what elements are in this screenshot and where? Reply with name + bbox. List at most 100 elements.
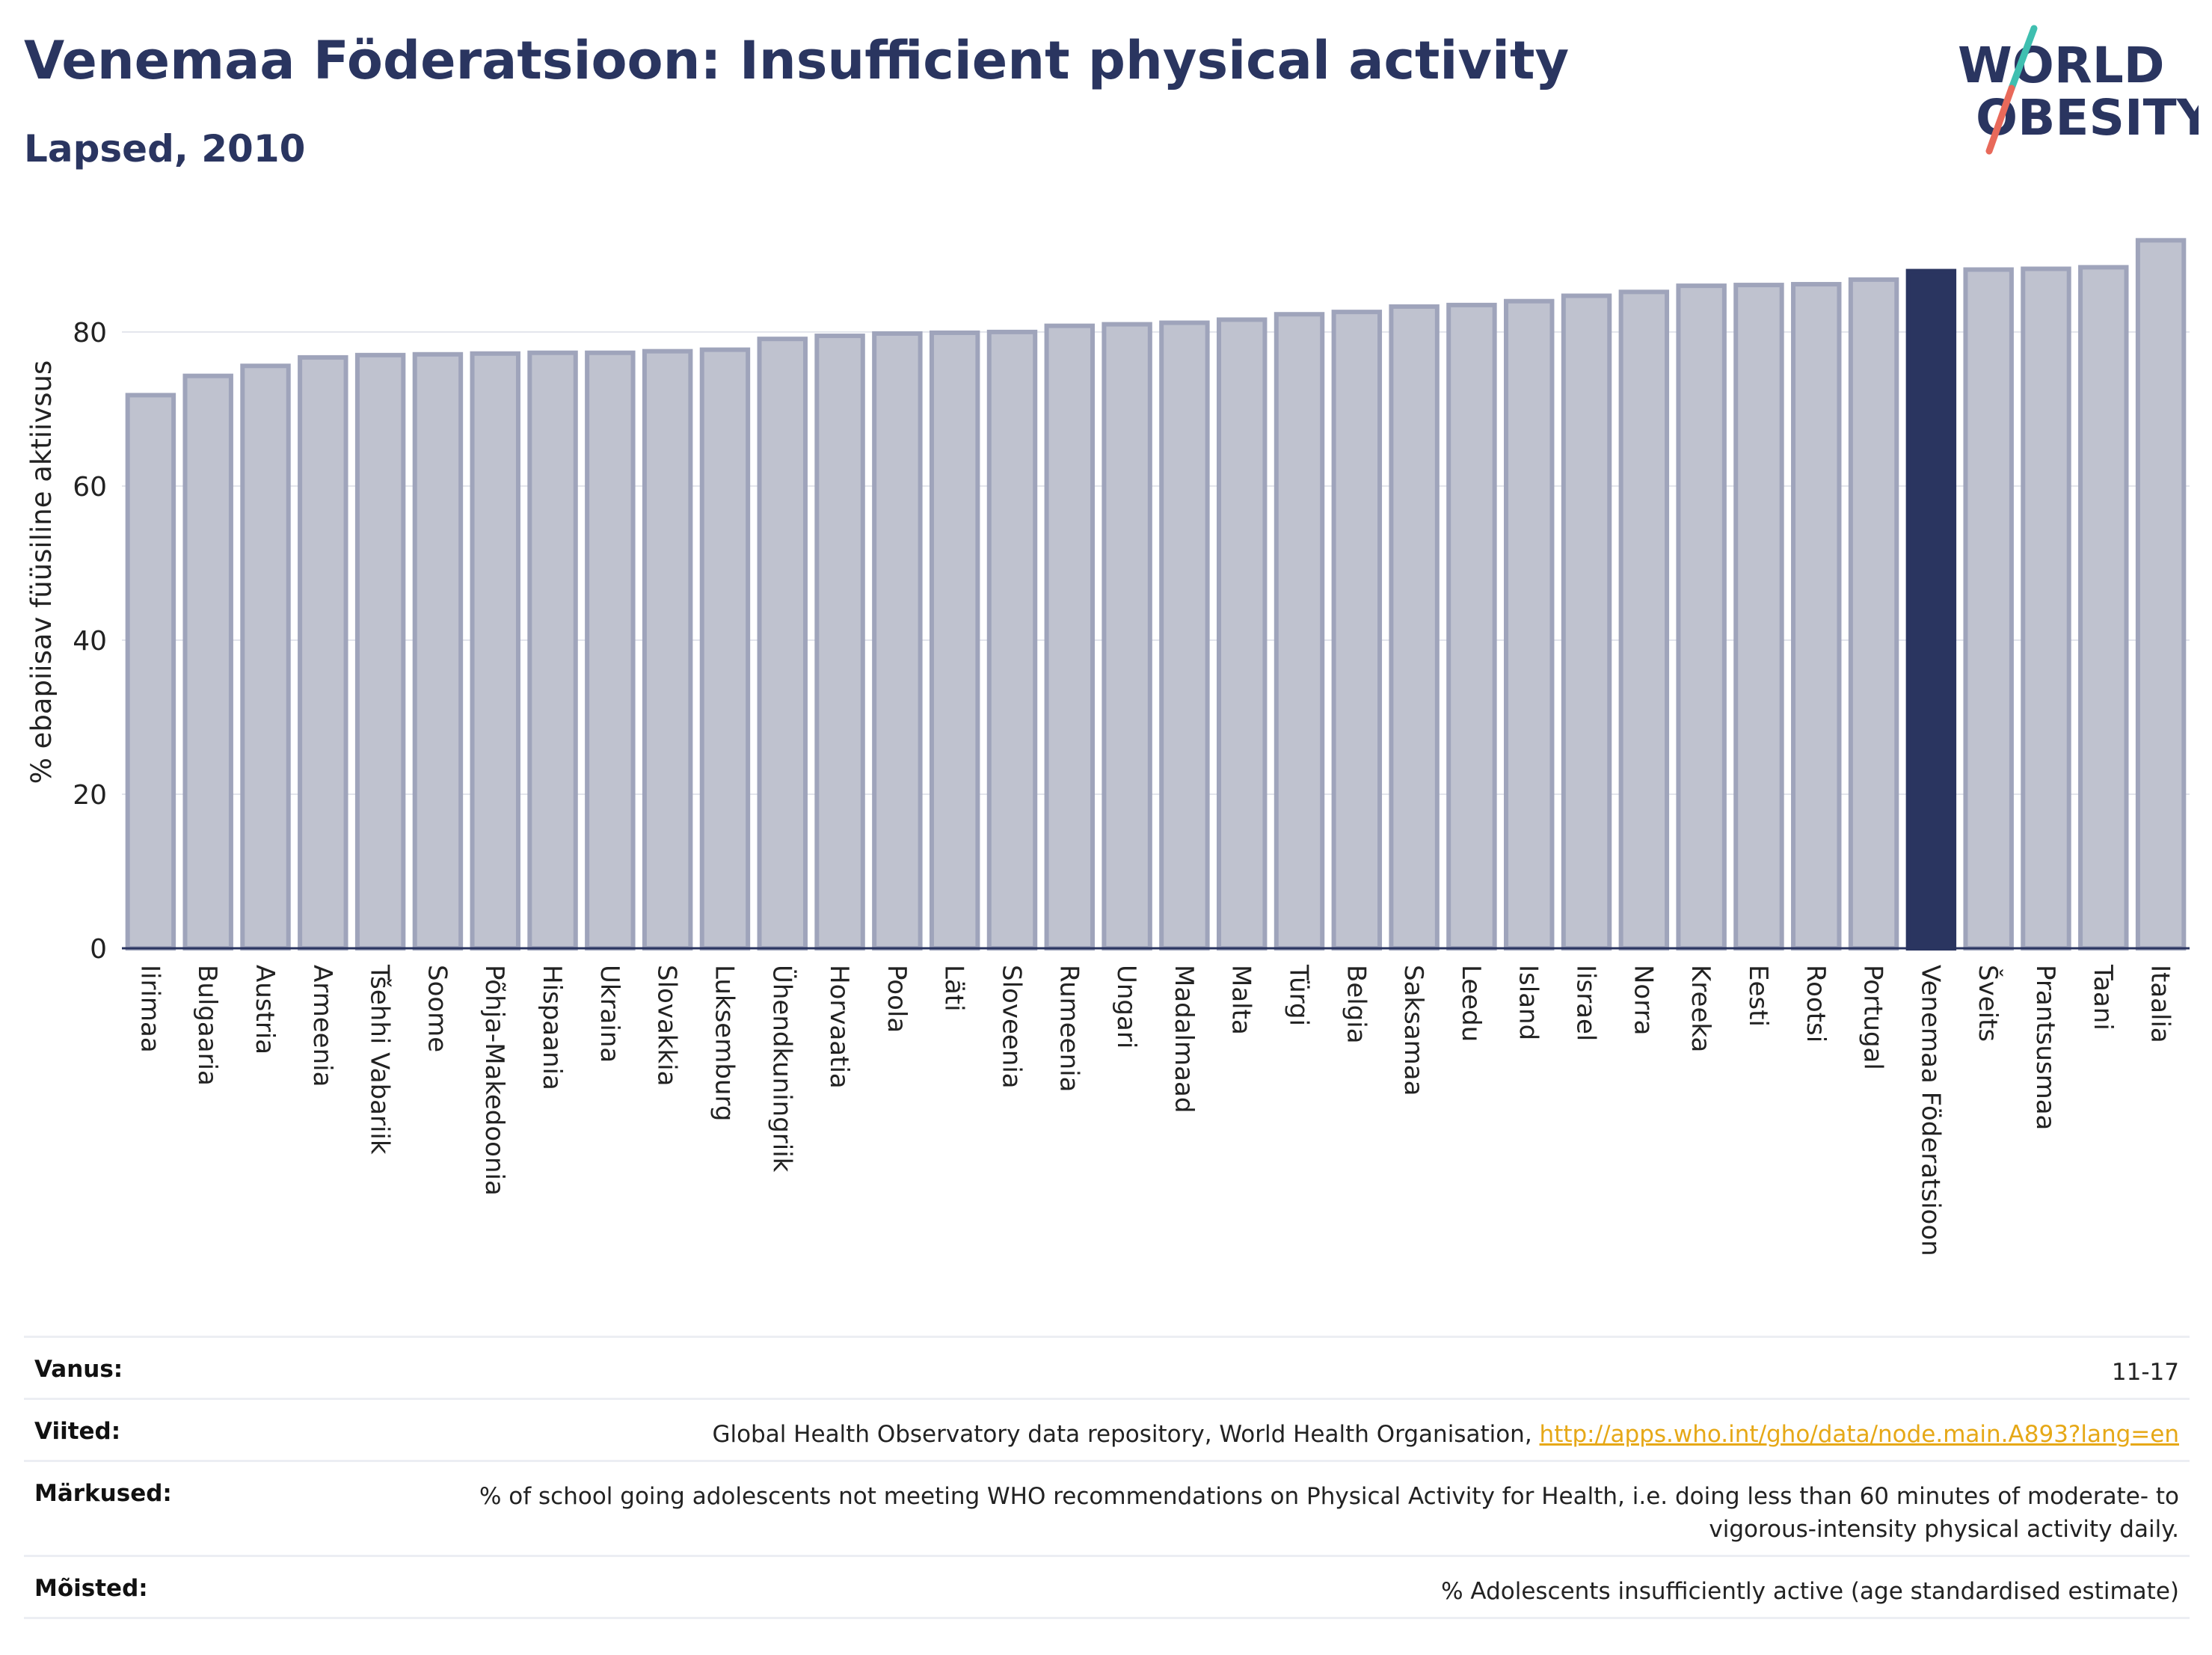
bar[interactable] xyxy=(2135,238,2187,951)
reference-link[interactable]: http://apps.who.int/gho/data/node.main.A… xyxy=(1539,1421,2179,1448)
y-tick-label: 60 xyxy=(73,472,107,503)
x-tick-label: Portugal xyxy=(1858,965,1888,1070)
x-tick-label: Rumeenia xyxy=(1054,965,1084,1092)
x-axis: Iirimaa Bulgaaria Austria Armeenia Tšehhi Va… xyxy=(122,947,2190,1256)
bar[interactable] xyxy=(986,329,1038,951)
x-tick-label: Prantsusmaa xyxy=(2030,965,2060,1130)
meta-value: 11-17 xyxy=(2111,1359,2179,1386)
bar[interactable] xyxy=(1618,289,1670,951)
x-tick-label: Sloveenia xyxy=(996,965,1026,1089)
bar[interactable] xyxy=(1733,283,1784,951)
bar[interactable] xyxy=(1446,302,1497,951)
bar[interactable] xyxy=(1791,282,1842,951)
meta-label: Märkused: xyxy=(34,1480,172,1507)
bar[interactable] xyxy=(757,337,808,951)
logo-line1: WORLD xyxy=(1958,37,2165,94)
bar[interactable] xyxy=(585,350,636,951)
bar[interactable] xyxy=(1504,298,1555,951)
x-tick-label: Läti xyxy=(939,965,969,1012)
x-tick-label: Venemaa Föderatsioon xyxy=(1915,965,1945,1256)
bar[interactable] xyxy=(1905,268,1957,951)
meta-value: Global Health Observatory data repositor… xyxy=(712,1418,2179,1451)
meta-label: Vanus: xyxy=(34,1356,123,1383)
bar[interactable] xyxy=(1274,312,1325,951)
bar[interactable] xyxy=(298,354,348,951)
x-tick-label: Norra xyxy=(1628,965,1658,1035)
x-tick-label: Luksemburg xyxy=(709,965,739,1121)
bar[interactable] xyxy=(1159,320,1210,951)
bar[interactable] xyxy=(1676,283,1727,951)
x-tick-label: Malta xyxy=(1226,965,1256,1035)
x-tick-label: Ühendkuningriik xyxy=(766,965,797,1173)
y-axis: 0 20 40 60 80 xyxy=(73,318,107,965)
x-tick-label: Itaalia xyxy=(2145,965,2175,1043)
meta-row-age: Vanus: 11-17 xyxy=(24,1336,2190,1398)
meta-row-notes: Märkused: % of school going adolescents … xyxy=(24,1460,2190,1555)
bar[interactable] xyxy=(527,350,578,951)
x-tick-label: Põhja-Makedoonia xyxy=(479,965,509,1196)
bar[interactable] xyxy=(1102,322,1152,951)
y-tick-label: 20 xyxy=(73,780,107,811)
reference-text: Global Health Observatory data repositor… xyxy=(712,1421,1540,1448)
bar[interactable] xyxy=(1216,317,1268,951)
bar[interactable] xyxy=(2021,266,2071,951)
metadata-table: Vanus: 11-17 Viited: Global Health Obser… xyxy=(24,1336,2190,1619)
x-tick-label: Türgi xyxy=(1284,964,1314,1026)
x-tick-label: Kreeka xyxy=(1686,965,1715,1052)
y-tick-label: 0 xyxy=(90,934,107,965)
bar[interactable] xyxy=(240,363,291,951)
x-tick-label: Rootsi xyxy=(1801,965,1831,1043)
x-tick-label: Leedu xyxy=(1456,965,1486,1042)
bar[interactable] xyxy=(182,373,233,951)
x-tick-label: Armeenia xyxy=(307,965,337,1087)
page-subtitle: Lapsed, 2010 xyxy=(24,127,306,171)
x-tick-label: Ukraina xyxy=(595,965,624,1063)
world-obesity-logo: WORLD OBESITY xyxy=(1958,25,2199,155)
x-tick-label: Belgia xyxy=(1341,965,1371,1044)
x-tick-label: Ungari xyxy=(1111,965,1141,1048)
bar[interactable] xyxy=(125,393,176,951)
bar[interactable] xyxy=(814,334,865,951)
bar-chart: 0 20 40 60 80 Iirimaa Bulgaaria Austria Armeeni… xyxy=(25,238,2190,1256)
x-tick-label: Slovakkia xyxy=(652,965,682,1086)
x-tick-label: Saksamaa xyxy=(1398,965,1428,1096)
meta-label: Viited: xyxy=(34,1418,121,1445)
bar[interactable] xyxy=(1561,293,1612,951)
x-tick-label: Horvaatia xyxy=(824,965,854,1089)
x-tick-label: Iisrael xyxy=(1571,965,1601,1041)
bar[interactable] xyxy=(412,351,464,951)
bar[interactable] xyxy=(929,330,980,951)
x-tick-label: Poola xyxy=(882,965,912,1033)
bar[interactable] xyxy=(354,352,406,951)
x-tick-label: Island xyxy=(1514,965,1543,1040)
bar[interactable] xyxy=(2078,265,2129,951)
page-title: Venemaa Föderatsioon: Insufficient physi… xyxy=(24,30,1570,91)
meta-row-references: Viited: Global Health Observatory data r… xyxy=(24,1398,2190,1460)
bar[interactable] xyxy=(470,351,520,951)
bar[interactable] xyxy=(642,348,693,951)
x-tick-label: Bulgaaria xyxy=(192,965,222,1086)
bar[interactable] xyxy=(1389,304,1440,951)
bar[interactable] xyxy=(872,331,923,951)
x-tick-label: Soome xyxy=(422,965,452,1052)
x-tick-label: Austria xyxy=(250,965,280,1054)
chart-bars xyxy=(125,238,2187,951)
x-tick-label: Šveits xyxy=(1973,965,2003,1042)
meta-row-definitions: Mõisted: % Adolescents insufficiently ac… xyxy=(24,1555,2190,1619)
bar[interactable] xyxy=(1044,323,1096,951)
x-tick-label: Madalmaad xyxy=(1169,965,1199,1113)
y-axis-label: % ebapiisav füüsiline aktiivsus xyxy=(25,360,58,784)
bar[interactable] xyxy=(1848,277,1899,951)
bar[interactable] xyxy=(699,347,751,951)
bar[interactable] xyxy=(1963,267,2014,951)
x-tick-label: Hispaania xyxy=(537,965,567,1090)
x-tick-label: Tšehhi Vabariik xyxy=(365,964,395,1155)
meta-value: % Adolescents insufficiently active (age… xyxy=(1441,1578,2179,1605)
x-tick-label: Eesti xyxy=(1743,965,1773,1027)
y-tick-label: 80 xyxy=(73,318,107,348)
y-tick-label: 40 xyxy=(73,626,107,657)
bar[interactable] xyxy=(1331,310,1383,951)
meta-label: Mõisted: xyxy=(34,1575,148,1602)
x-tick-label: Taani xyxy=(2088,964,2118,1031)
logo-line2: OBESITY xyxy=(1976,89,2199,147)
